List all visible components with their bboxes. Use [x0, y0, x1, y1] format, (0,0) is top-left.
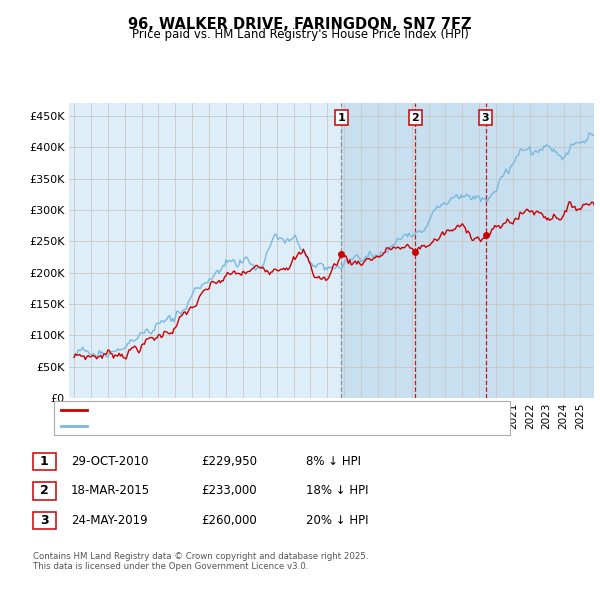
- Text: 3: 3: [482, 113, 490, 123]
- Text: 2: 2: [412, 113, 419, 123]
- Text: 2: 2: [40, 484, 49, 497]
- Text: £229,950: £229,950: [201, 455, 257, 468]
- Text: 96, WALKER DRIVE, FARINGDON, SN7 7FZ (semi-detached house): 96, WALKER DRIVE, FARINGDON, SN7 7FZ (se…: [91, 405, 432, 415]
- Text: 1: 1: [40, 455, 49, 468]
- Text: 8% ↓ HPI: 8% ↓ HPI: [306, 455, 361, 468]
- Text: Price paid vs. HM Land Registry's House Price Index (HPI): Price paid vs. HM Land Registry's House …: [131, 28, 469, 41]
- Text: 96, WALKER DRIVE, FARINGDON, SN7 7FZ: 96, WALKER DRIVE, FARINGDON, SN7 7FZ: [128, 17, 472, 31]
- Text: £260,000: £260,000: [201, 514, 257, 527]
- Text: 3: 3: [40, 514, 49, 527]
- Text: Contains HM Land Registry data © Crown copyright and database right 2025.
This d: Contains HM Land Registry data © Crown c…: [33, 552, 368, 571]
- Text: HPI: Average price, semi-detached house, Vale of White Horse: HPI: Average price, semi-detached house,…: [91, 421, 416, 431]
- Text: 20% ↓ HPI: 20% ↓ HPI: [306, 514, 368, 527]
- Text: 29-OCT-2010: 29-OCT-2010: [71, 455, 148, 468]
- Text: 18-MAR-2015: 18-MAR-2015: [71, 484, 150, 497]
- Text: 1: 1: [337, 113, 345, 123]
- Text: 18% ↓ HPI: 18% ↓ HPI: [306, 484, 368, 497]
- Text: 24-MAY-2019: 24-MAY-2019: [71, 514, 148, 527]
- Bar: [341, 103, 594, 398]
- Text: £233,000: £233,000: [201, 484, 257, 497]
